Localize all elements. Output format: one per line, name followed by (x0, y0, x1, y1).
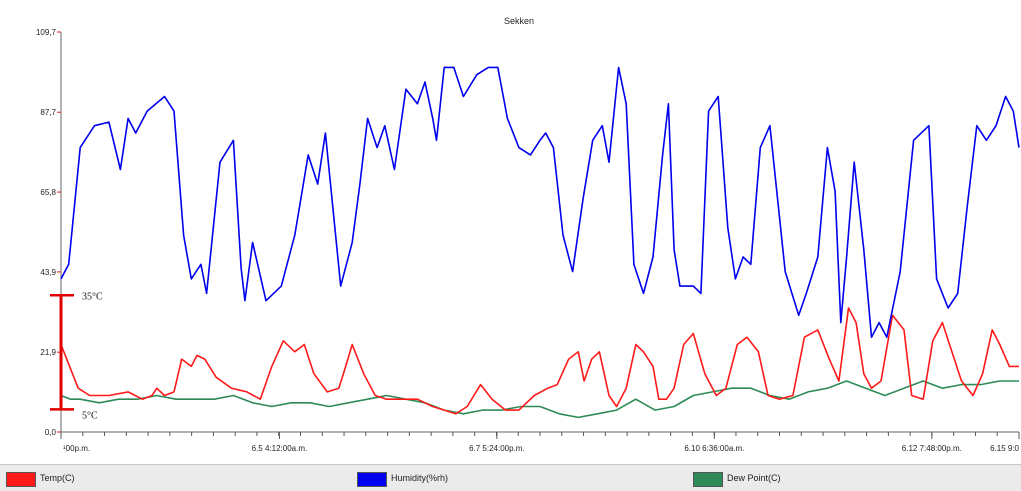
x-tick-label: 6.5 4:12:00a.m. (252, 444, 308, 453)
x-tick-label: 6.12 7:48:00p.m. (902, 444, 962, 453)
y-tick-label: 65,8 (40, 188, 56, 197)
x-tick-label: 6.7 5:24:00p.m. (469, 444, 525, 453)
x-axis-ticks: ¹00p.m. 6.5 4:12:00a.m. 6.7 5:24:00p.m. 6.1… (60, 432, 1020, 453)
x-tick-label: ¹00p.m. (63, 444, 90, 453)
y-tick-label: 87,7 (40, 108, 56, 117)
y-tick-label: 21,9 (40, 348, 56, 357)
series-line-temp (60, 307, 1019, 415)
legend: Temp(C) Humidity(%rh) Dew Point(C) (0, 464, 1021, 491)
chart-svg: Sekken 109,7 87,7 65,8 43,9 21,9 0,0 ¹00p.m. 6… (0, 0, 1021, 464)
y-tick-label: 0,0 (45, 428, 57, 437)
chart-title: Sekken (504, 16, 534, 26)
legend-label-temp: Temp(C) (40, 473, 75, 483)
series-line-dewpoint (60, 380, 1019, 419)
y-tick-label: 43,9 (40, 268, 56, 277)
legend-label-humidity: Humidity(%rh) (391, 473, 449, 483)
annotation-layer: 35°C 5°C (50, 291, 103, 421)
legend-swatch-temp (6, 472, 36, 487)
legend-swatch-dewpoint (693, 472, 723, 487)
series-line-humidity (60, 66, 1020, 339)
series-layer (60, 66, 1020, 419)
x-tick-label: 6.10 6:36:00a.m. (684, 444, 744, 453)
y-tick-label: 109,7 (36, 28, 57, 37)
legend-label-dewpoint: Dew Point(C) (727, 473, 781, 483)
x-tick-label: 6.15 9:0 (990, 444, 1019, 453)
annotation-35c: 35°C (82, 291, 103, 302)
chart-background (0, 0, 1021, 464)
legend-swatch-humidity (357, 472, 387, 487)
annotation-5c: 5°C (82, 410, 98, 421)
